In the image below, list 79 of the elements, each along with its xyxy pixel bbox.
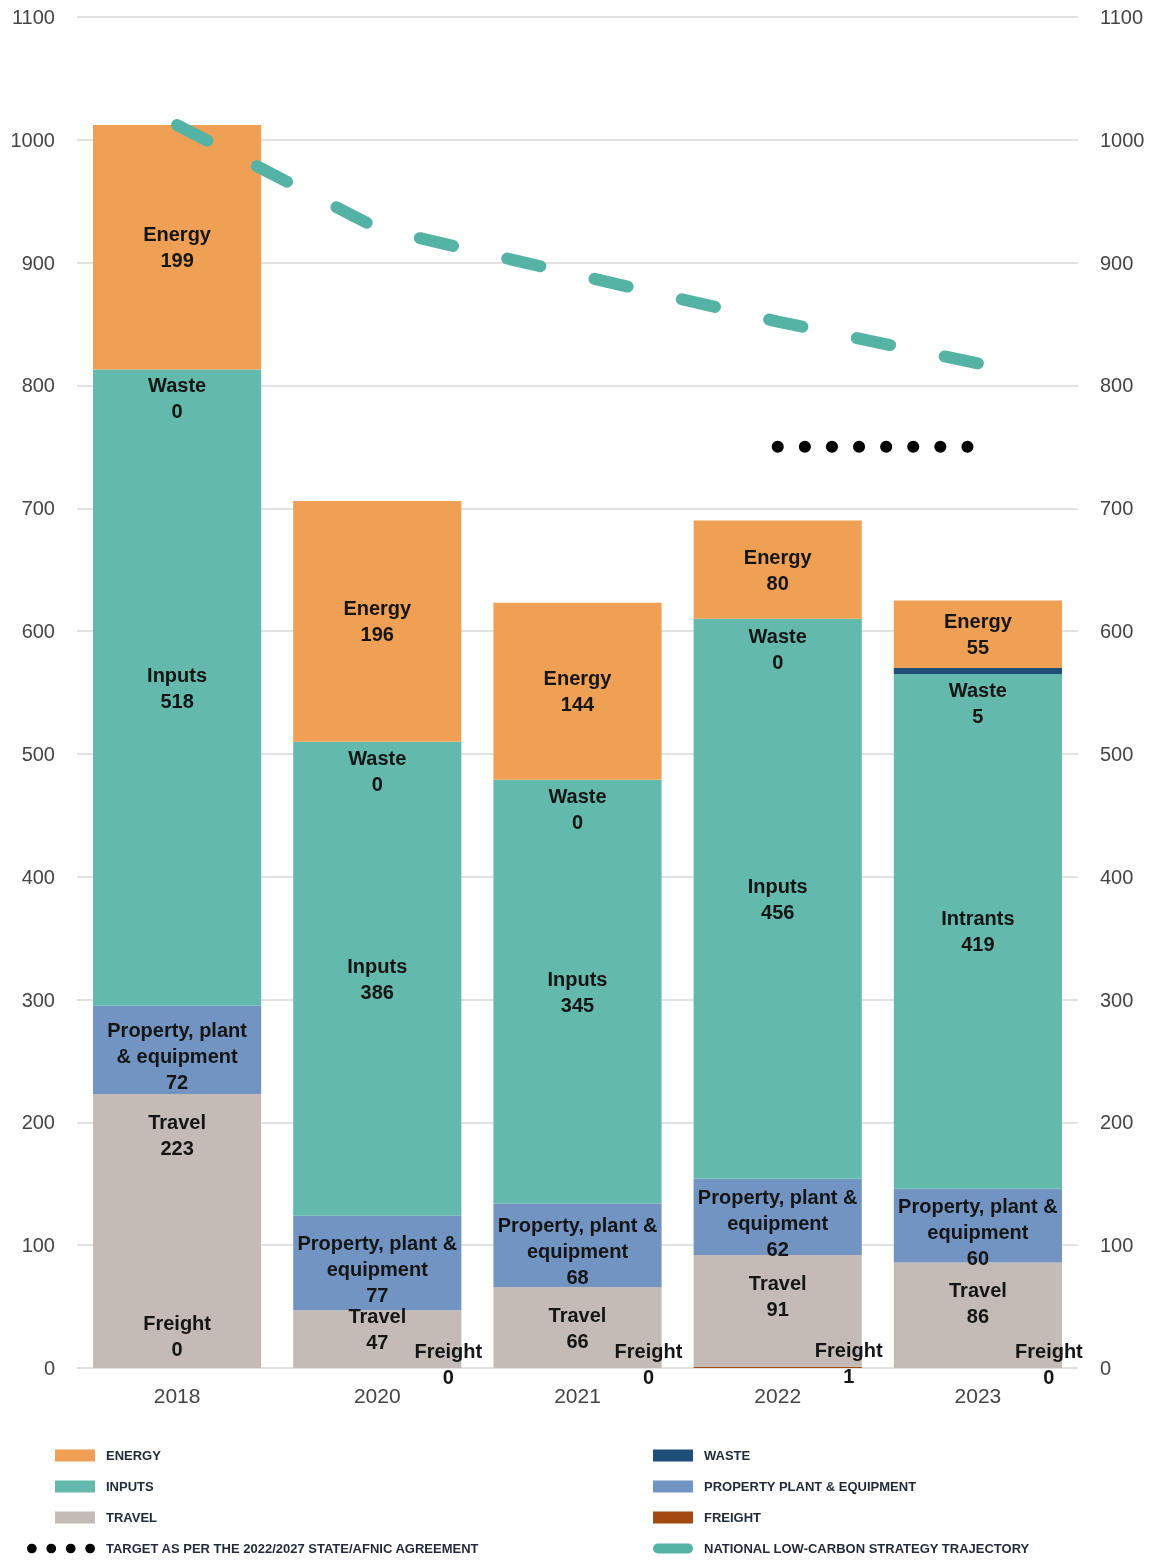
legend-label: PROPERTY PLANT & EQUIPMENT — [704, 1479, 917, 1494]
x-tick-label: 2021 — [554, 1384, 601, 1407]
bar — [293, 500, 462, 742]
data-label: Property, plant & equipment 72 — [107, 1018, 248, 1093]
bar — [293, 741, 462, 1216]
data-label: Freight 1 — [814, 1339, 883, 1388]
y2-tick-label: 800 — [1100, 374, 1134, 397]
data-label: Energy 144 — [543, 667, 613, 716]
y-tick-label: 900 — [21, 251, 55, 274]
data-label: Inputs 345 — [547, 967, 608, 1016]
bar — [93, 369, 262, 1006]
legend-label: ENERGY — [106, 1448, 162, 1463]
data-label: Property, plant & equipment 60 — [898, 1194, 1058, 1269]
y-tick-label: 500 — [21, 742, 55, 765]
data-label: Property, plant & equipment 62 — [697, 1185, 858, 1260]
data-label: Travel 66 — [548, 1303, 607, 1352]
y2-tick-label: 300 — [1100, 988, 1134, 1011]
bar — [893, 674, 1062, 1189]
legend-label: FREIGHT — [704, 1510, 762, 1525]
data-label: Travel 47 — [348, 1305, 407, 1354]
data-label: Energy 196 — [343, 597, 413, 646]
legend-label: INPUTS — [106, 1479, 154, 1494]
data-label: Travel 223 — [148, 1111, 207, 1160]
bar — [493, 602, 662, 780]
y-tick-label: 800 — [21, 374, 55, 397]
annotation: Waste 0 — [548, 784, 607, 833]
annotation: Freight 0 — [143, 1312, 212, 1360]
y-tick-label: 1100 — [11, 6, 55, 28]
data-label: Energy 55 — [943, 610, 1013, 659]
data-label: Travel 86 — [948, 1279, 1007, 1328]
data-label: Inputs 386 — [347, 954, 408, 1003]
x-tick-label: 2020 — [353, 1384, 401, 1407]
legend-label: TRAVEL — [106, 1510, 158, 1525]
annotation: Freight 0 — [414, 1340, 483, 1388]
y-tick-label: 200 — [21, 1111, 55, 1134]
y2-tick-label: 900 — [1100, 251, 1134, 274]
bar — [893, 600, 1062, 668]
legend-label: NATIONAL LOW-CARBON STRATEGY TRAJECTORY — [704, 1541, 1030, 1556]
data-label: Energy 80 — [743, 545, 813, 594]
data-label: Property, plant & equipment 68 — [497, 1214, 658, 1289]
x-tick-label: 2022 — [754, 1384, 802, 1407]
y2-tick-label: 200 — [1100, 1111, 1134, 1134]
y-tick-label: 1000 — [10, 128, 55, 151]
y2-tick-label: 600 — [1100, 620, 1134, 643]
y-tick-label: 600 — [21, 620, 55, 643]
x-tick-label: 2023 — [954, 1384, 1002, 1407]
data-label: Travel 91 — [748, 1272, 807, 1321]
y2-tick-label: 1000 — [1100, 128, 1145, 151]
y2-tick-label: 1100 — [1100, 6, 1144, 28]
y2-tick-label: 100 — [1100, 1234, 1134, 1257]
legend-label: WASTE — [704, 1448, 751, 1463]
annotation: Freight 0 — [1015, 1340, 1084, 1388]
y-tick-label: 100 — [21, 1234, 55, 1257]
y2-tick-label: 700 — [1100, 497, 1134, 520]
annotation: Waste 0 — [148, 374, 207, 423]
y2-tick-label: 400 — [1100, 865, 1134, 888]
y-tick-label: 0 — [43, 1357, 55, 1379]
legend-label: TARGET AS PER THE 2022/2027 STATE/AFNIC AGREEMENT — [106, 1541, 479, 1556]
data-label: Inputs 518 — [147, 663, 208, 712]
y2-tick-label: 500 — [1100, 742, 1134, 765]
annotation: Freight 0 — [614, 1340, 683, 1388]
bar — [693, 618, 862, 1179]
x-tick-label: 2018 — [153, 1384, 201, 1407]
data-label: Energy 199 — [143, 223, 212, 272]
data-label: Waste 5 — [948, 679, 1007, 728]
annotation: Waste 0 — [748, 625, 807, 674]
bar — [93, 1094, 262, 1368]
y-tick-label: 400 — [21, 865, 55, 888]
annotation: Waste 0 — [348, 746, 407, 795]
y-tick-label: 300 — [21, 988, 55, 1011]
bar — [893, 667, 1062, 675]
data-label: Property, plant & equipment 77 — [297, 1231, 458, 1306]
y-tick-label: 700 — [21, 497, 55, 520]
bar — [693, 520, 862, 619]
data-label: Inputs 456 — [747, 874, 808, 923]
bar — [93, 125, 262, 370]
data-label: Intrants 419 — [941, 907, 1015, 956]
bar — [493, 779, 662, 1204]
y2-tick-label: 0 — [1100, 1357, 1112, 1379]
